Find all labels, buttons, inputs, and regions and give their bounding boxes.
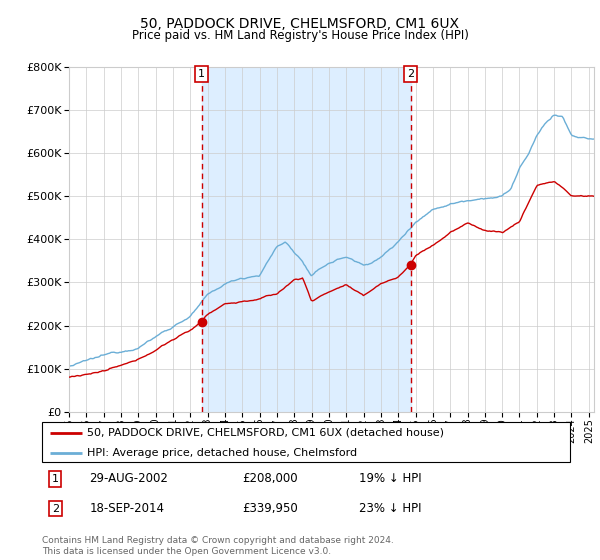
Text: Price paid vs. HM Land Registry's House Price Index (HPI): Price paid vs. HM Land Registry's House … <box>131 29 469 42</box>
Text: HPI: Average price, detached house, Chelmsford: HPI: Average price, detached house, Chel… <box>87 448 357 458</box>
Bar <box>202 67 410 412</box>
Text: 19% ↓ HPI: 19% ↓ HPI <box>359 473 421 486</box>
Text: 18-SEP-2014: 18-SEP-2014 <box>89 502 164 515</box>
Text: 2: 2 <box>52 503 59 514</box>
Text: 50, PADDOCK DRIVE, CHELMSFORD, CM1 6UX: 50, PADDOCK DRIVE, CHELMSFORD, CM1 6UX <box>140 17 460 31</box>
Text: £339,950: £339,950 <box>242 502 298 515</box>
Text: 50, PADDOCK DRIVE, CHELMSFORD, CM1 6UX (detached house): 50, PADDOCK DRIVE, CHELMSFORD, CM1 6UX (… <box>87 428 444 437</box>
Text: Contains HM Land Registry data © Crown copyright and database right 2024.
This d: Contains HM Land Registry data © Crown c… <box>42 536 394 556</box>
Text: 23% ↓ HPI: 23% ↓ HPI <box>359 502 421 515</box>
Text: 1: 1 <box>52 474 59 484</box>
FancyBboxPatch shape <box>42 422 570 462</box>
Text: 29-AUG-2002: 29-AUG-2002 <box>89 473 169 486</box>
Text: 1: 1 <box>198 69 205 79</box>
Text: £208,000: £208,000 <box>242 473 298 486</box>
Text: 2: 2 <box>407 69 414 79</box>
